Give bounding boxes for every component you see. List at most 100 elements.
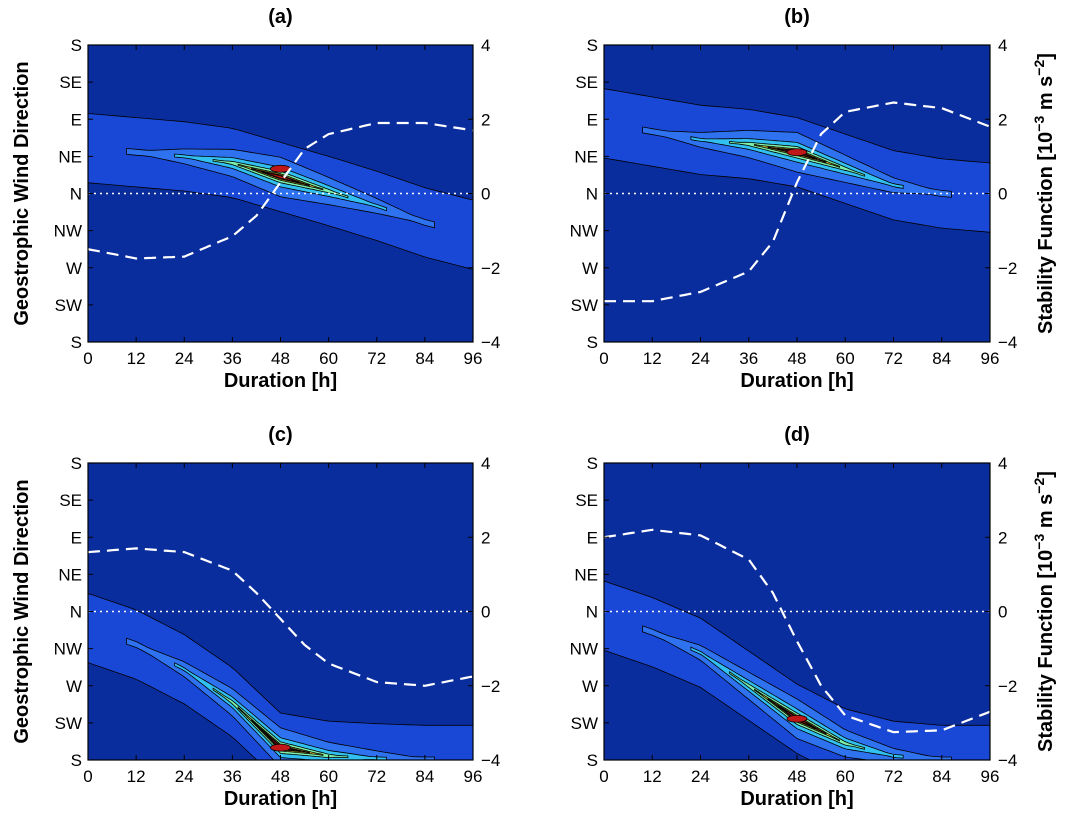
y-tick-label: S — [71, 454, 82, 473]
contour-peak — [270, 743, 291, 752]
panel-a: 0 12 24 36 48 60 72 84 96 S SE E NE N NW W SW S 4 2 0 −2 −4 (a)… — [11, 6, 500, 392]
y-tick-label: S — [587, 333, 598, 352]
contour-level-5 — [754, 688, 840, 742]
contour-level-1 — [88, 592, 473, 760]
panel-b: 0 12 24 36 48 60 72 84 96 S SE E NE N NW W SW S 4 2 0 −2 −4 (b)… — [570, 6, 1057, 392]
y-tick-label: S — [587, 751, 598, 770]
y2-tick-label: 4 — [998, 454, 1007, 473]
panel-title: (b) — [784, 6, 810, 28]
x-axis-label: Duration [h] — [740, 788, 853, 810]
y-tick-label: N — [586, 603, 598, 622]
y2-tick-label: −4 — [481, 751, 500, 770]
contour-level-2 — [642, 625, 952, 760]
y-tick-label: NW — [570, 640, 598, 659]
x-axis-label: Duration [h] — [740, 370, 853, 392]
y2-tick-label: −2 — [998, 259, 1017, 278]
y-tick-label: E — [71, 528, 82, 547]
y2-tick-label: −4 — [998, 333, 1017, 352]
x-tick-label: 48 — [271, 349, 290, 368]
x-tick-label: 60 — [319, 767, 338, 786]
y-tick-label: NE — [58, 565, 82, 584]
contour-level-7 — [777, 704, 817, 730]
y-tick-label: NE — [574, 565, 598, 584]
contour-level-2 — [126, 637, 435, 760]
y2-tick-label: 2 — [481, 110, 490, 129]
x-tick-label: 48 — [271, 767, 290, 786]
x-tick-label: 24 — [691, 767, 710, 786]
x-tick-label: 96 — [464, 767, 483, 786]
x-tick-label: 48 — [788, 349, 807, 368]
y-tick-label: SW — [571, 714, 598, 733]
y2-tick-label: 0 — [998, 185, 1007, 204]
y-tick-label: N — [586, 185, 598, 204]
x-tick-label: 24 — [175, 349, 194, 368]
y2-tick-label: 2 — [998, 110, 1007, 129]
contour-peak — [786, 714, 808, 723]
x-tick-label: 0 — [83, 767, 92, 786]
y-tick-label: E — [587, 110, 598, 129]
stability-function-line — [88, 547, 473, 687]
x-tick-label: 96 — [981, 349, 1000, 368]
y2-axis-label: Stability Function [10−3 m s−2] — [1031, 53, 1057, 334]
y2-tick-label: 0 — [481, 185, 490, 204]
y-tick-label: S — [71, 36, 82, 55]
contour-level-6 — [767, 697, 827, 735]
x-tick-label: 0 — [599, 767, 608, 786]
y-tick-label: W — [66, 677, 82, 696]
y-axis-label: Geostrophic Wind Direction — [11, 479, 33, 743]
stability-function-line — [604, 528, 990, 734]
x-tick-label: 84 — [932, 349, 951, 368]
x-tick-label: 36 — [739, 767, 758, 786]
x-tick-label: 36 — [223, 349, 242, 368]
x-tick-label: 72 — [367, 767, 386, 786]
panel-title: (a) — [268, 6, 292, 28]
contour-field — [604, 528, 990, 760]
y-tick-label: W — [582, 677, 598, 696]
contour-peak — [786, 148, 808, 157]
x-tick-label: 96 — [981, 767, 1000, 786]
x-tick-label: 72 — [367, 349, 386, 368]
x-tick-label: 96 — [464, 349, 483, 368]
y2-tick-label: −4 — [481, 333, 500, 352]
x-tick-label: 0 — [599, 349, 608, 368]
x-tick-label: 60 — [836, 349, 855, 368]
y-tick-label: SE — [575, 491, 598, 510]
y2-tick-label: 2 — [481, 528, 490, 547]
x-tick-label: 72 — [884, 767, 903, 786]
panel-c: 0 12 24 36 48 60 72 84 96 S SE E NE N NW W SW S 4 2 0 −2 −4 (c)… — [11, 424, 500, 810]
y-tick-label: SE — [59, 73, 82, 92]
y-tick-label: SE — [59, 491, 82, 510]
contour-field — [88, 547, 473, 760]
y-tick-label: S — [587, 454, 598, 473]
x-tick-label: 60 — [836, 767, 855, 786]
x-tick-label: 24 — [691, 349, 710, 368]
x-axis-label: Duration [h] — [224, 370, 337, 392]
y-tick-label: SW — [571, 296, 598, 315]
y-tick-label: SW — [55, 296, 82, 315]
y2-tick-label: 4 — [481, 454, 490, 473]
y-tick-label: N — [70, 603, 82, 622]
y-tick-label: W — [582, 259, 598, 278]
contour-level-5 — [754, 144, 840, 168]
y-tick-label: E — [587, 528, 598, 547]
contour-field — [88, 113, 473, 270]
y-tick-label: E — [71, 110, 82, 129]
x-tick-label: 12 — [127, 349, 146, 368]
panel-title: (c) — [268, 424, 292, 446]
x-tick-label: 72 — [884, 349, 903, 368]
x-tick-label: 12 — [127, 767, 146, 786]
y-tick-label: NE — [58, 147, 82, 166]
contour-level-3 — [690, 646, 904, 759]
contour-field — [604, 88, 990, 303]
y2-tick-label: 0 — [481, 603, 490, 622]
y2-tick-label: −2 — [481, 677, 500, 696]
y2-tick-label: −4 — [998, 751, 1017, 770]
y2-tick-label: 2 — [998, 528, 1007, 547]
x-tick-label: 84 — [932, 767, 951, 786]
x-tick-label: 84 — [415, 767, 434, 786]
x-tick-label: 36 — [223, 767, 242, 786]
x-tick-label: 36 — [739, 349, 758, 368]
y2-tick-label: 4 — [998, 36, 1007, 55]
y-tick-label: NW — [570, 222, 598, 241]
